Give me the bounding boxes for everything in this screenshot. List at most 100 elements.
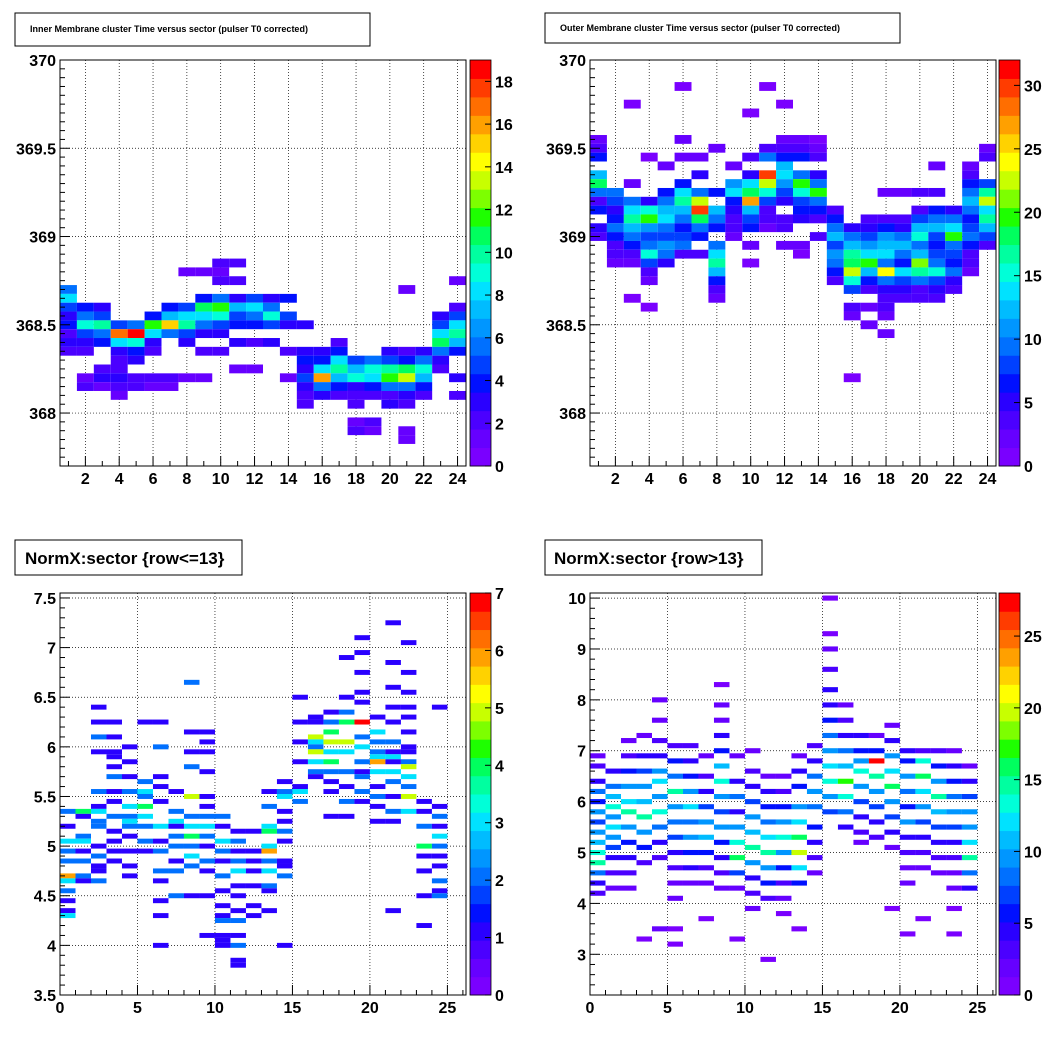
heatmap-cell: [385, 704, 401, 710]
heatmap-cell: [127, 329, 145, 339]
panel-normx-row-le-13: NormX:sector {row<=13} 0 5 10 15 20 253.544.5…: [14, 539, 504, 1017]
heatmap-cell: [843, 302, 861, 312]
heatmap-cell: [698, 880, 714, 886]
heatmap-cell: [606, 232, 624, 241]
heatmap-cell: [868, 804, 885, 810]
heatmap-cell: [90, 843, 107, 849]
heatmap-cell: [837, 778, 854, 784]
colorbar-tick-label: 7: [495, 586, 504, 603]
heatmap-cell: [860, 223, 878, 233]
heatmap-cell: [229, 311, 247, 321]
colorbar-segment: [999, 757, 1020, 777]
heatmap-cell: [152, 774, 169, 780]
heatmap-cell: [214, 858, 231, 864]
heatmap-cell: [822, 687, 838, 693]
heatmap-cell: [330, 346, 348, 356]
x-tick-label: 16: [313, 471, 331, 488]
heatmap-cell: [152, 942, 169, 948]
heatmap-cell: [385, 620, 401, 626]
heatmap-cell: [161, 329, 179, 339]
heatmap-cell: [292, 739, 308, 745]
heatmap-cell: [276, 828, 293, 834]
heatmap-cell: [590, 809, 606, 815]
colorbar-segment: [470, 263, 491, 282]
heatmap-cell: [431, 878, 448, 884]
heatmap-cell: [364, 373, 382, 383]
heatmap-cell: [449, 276, 466, 286]
x-tick-label: 22: [945, 471, 963, 488]
heatmap-cell: [791, 849, 807, 856]
heatmap-cell: [930, 824, 947, 830]
colorbar-segment: [470, 794, 491, 813]
heatmap-cell: [725, 205, 743, 215]
heatmap-cell: [691, 187, 709, 197]
heatmap-cell: [698, 753, 714, 759]
heatmap-cell: [230, 848, 246, 854]
heatmap-cell: [640, 214, 658, 224]
heatmap-cell: [928, 187, 946, 197]
heatmap-cell: [806, 758, 823, 764]
heatmap-cell: [398, 346, 416, 356]
heatmap-cell: [292, 798, 308, 804]
heatmap-cell: [307, 714, 324, 720]
heatmap-cell: [853, 768, 869, 774]
heatmap-cell: [398, 382, 416, 391]
heatmap-cell: [837, 809, 854, 815]
heatmap-cell: [606, 249, 624, 259]
heatmap-cell: [152, 719, 169, 725]
heatmap-cell: [330, 382, 348, 391]
heatmap-cell: [843, 249, 861, 259]
x-tick-label: 20: [361, 1000, 379, 1017]
heatmap-cell: [152, 784, 169, 790]
heatmap-cell: [623, 249, 641, 259]
heatmap-cell: [742, 152, 760, 162]
heatmap-cell: [899, 834, 916, 840]
heatmap-cell: [961, 855, 978, 861]
heatmap-cell: [137, 823, 153, 829]
heatmap-cell: [791, 880, 807, 886]
heatmap-cell: [296, 399, 314, 409]
colorbar-segment: [999, 410, 1020, 430]
colorbar-segment: [470, 976, 491, 996]
heatmap-cell: [657, 249, 675, 259]
heatmap-cell: [449, 302, 466, 312]
panel-title: Inner Membrane cluster Time versus secto…: [30, 24, 308, 34]
heatmap-cell: [962, 170, 980, 180]
colorbar-segment: [470, 226, 491, 246]
heatmap-cell: [791, 804, 807, 810]
heatmap-cell: [76, 302, 94, 312]
heatmap-cell: [106, 764, 122, 770]
heatmap-cell: [915, 819, 931, 825]
heatmap-cell: [60, 838, 76, 844]
heatmap-cell: [667, 804, 683, 810]
heatmap-cell: [806, 870, 823, 876]
heatmap-cell: [93, 338, 111, 347]
heatmap-cell: [338, 655, 355, 660]
heatmap-cell: [760, 804, 776, 810]
heatmap-cell: [691, 152, 709, 162]
heatmap-cell: [698, 819, 714, 825]
colorbar-segment: [470, 152, 491, 172]
heatmap-cell: [76, 311, 94, 321]
heatmap-cell: [90, 823, 107, 829]
heatmap-cell: [385, 794, 401, 799]
heatmap-cell: [822, 748, 838, 754]
heatmap-cell: [276, 794, 293, 799]
colorbar-tick-label: 25: [1024, 629, 1042, 646]
heatmap-cell: [605, 794, 621, 800]
heatmap-cell: [276, 789, 293, 794]
heatmap-cell: [760, 849, 776, 856]
heatmap-cell: [137, 803, 153, 809]
heatmap-cell: [60, 285, 77, 294]
heatmap-cell: [946, 794, 962, 800]
heatmap-cell: [962, 179, 980, 188]
heatmap-cell: [759, 143, 777, 153]
heatmap-cell: [915, 788, 931, 794]
heatmap-cell: [657, 240, 675, 250]
heatmap-cell: [962, 205, 980, 215]
colorbar-frame: [469, 59, 492, 467]
heatmap-cell: [354, 734, 370, 740]
heatmap-cell: [760, 834, 776, 840]
heatmap-cell: [826, 223, 844, 233]
heatmap-cell: [246, 311, 263, 321]
